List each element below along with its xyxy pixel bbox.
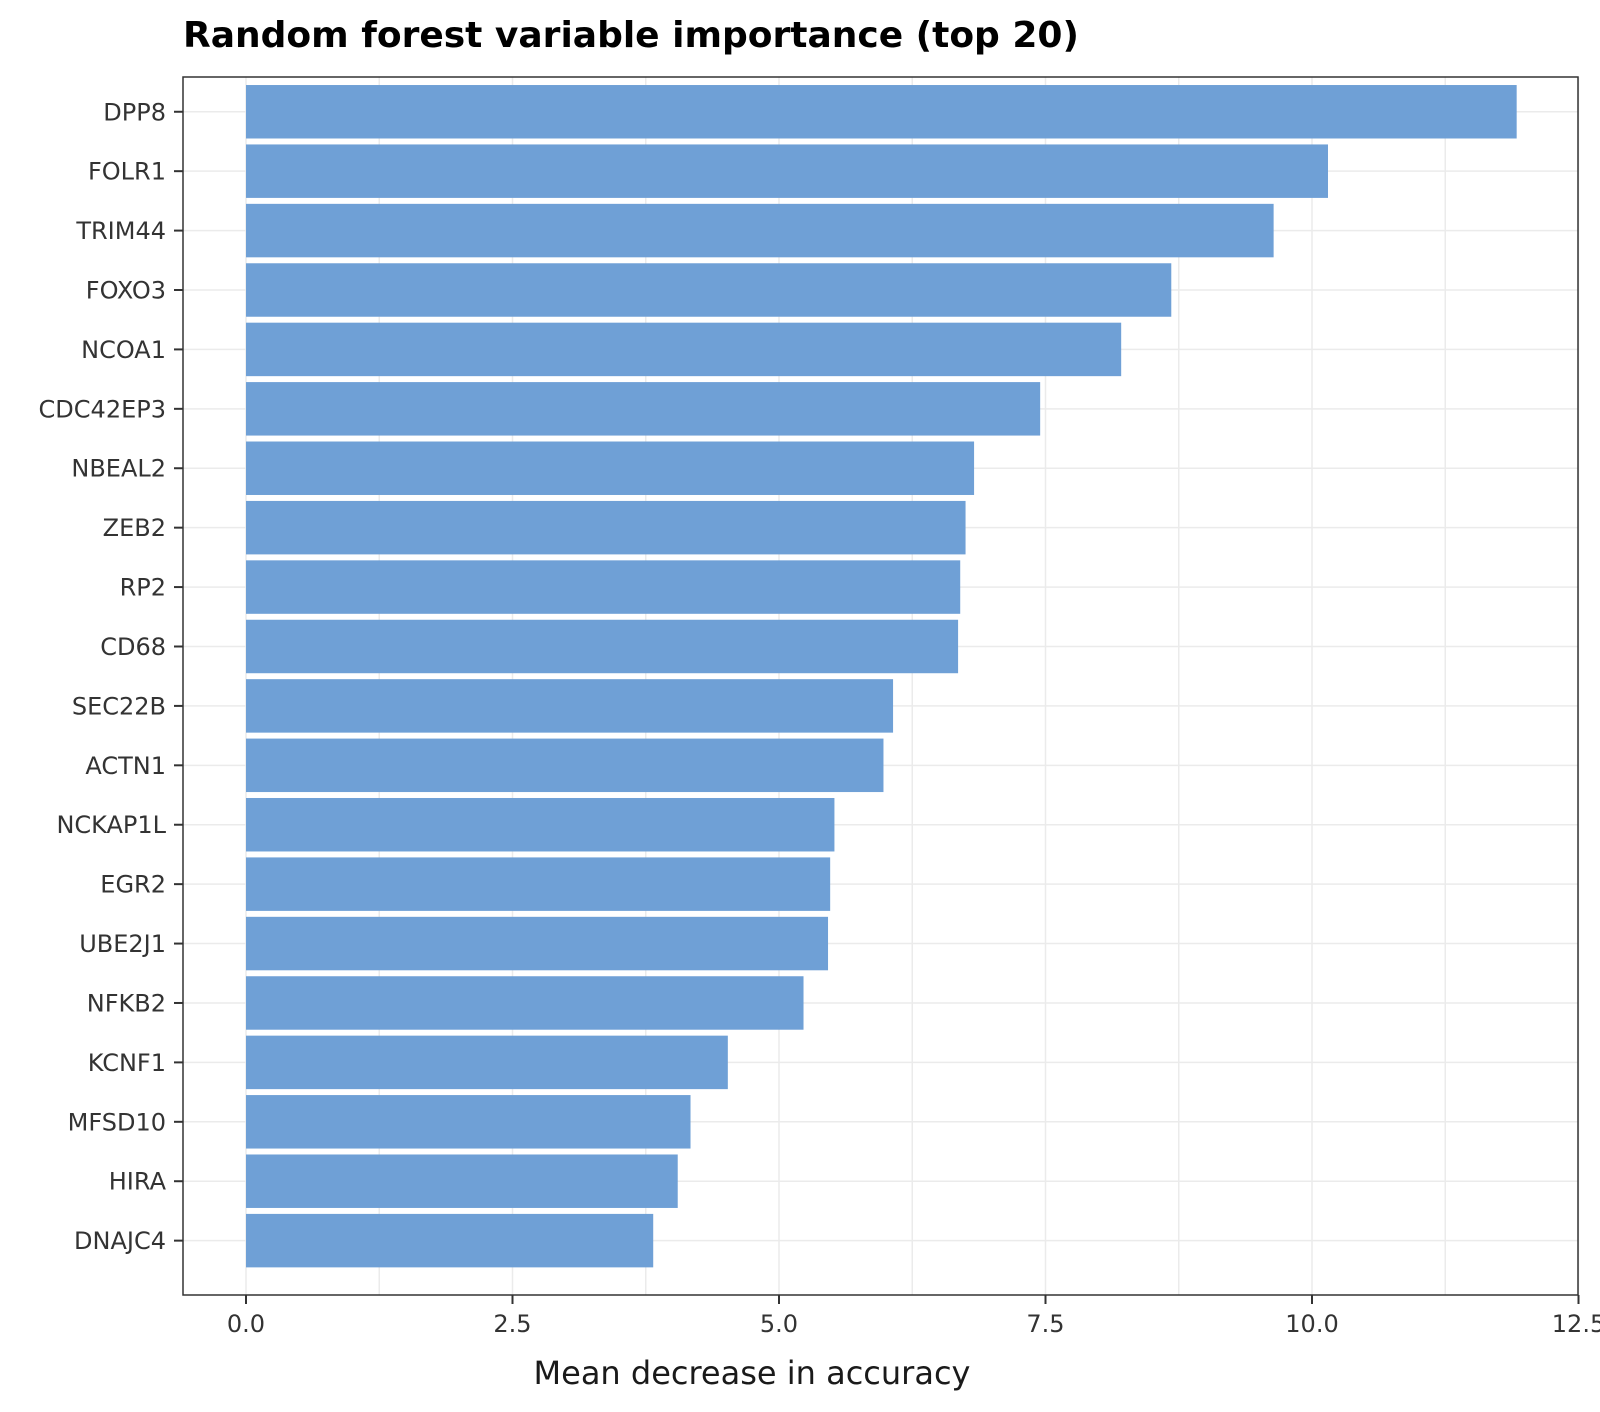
bar-mfsd10 xyxy=(246,1095,691,1149)
y-tick-label: DNAJC4 xyxy=(74,1227,166,1255)
chart-title: Random forest variable importance (top 2… xyxy=(183,15,1079,56)
plot-frame xyxy=(182,76,1579,1296)
bar-zeb2 xyxy=(246,500,966,555)
y-tick-label: RP2 xyxy=(120,574,166,602)
y-tick-label: UBE2J1 xyxy=(79,930,166,958)
x-tick-label: 10.0 xyxy=(1285,1310,1338,1338)
bar-dpp8 xyxy=(246,85,1517,139)
y-tick-label: FOXO3 xyxy=(86,277,166,305)
bar-trim44 xyxy=(246,203,1274,258)
bar-sec22b xyxy=(246,679,894,733)
bar-kcnf1 xyxy=(246,1035,728,1090)
y-tick-label: CD68 xyxy=(100,633,166,661)
y-tick-label: NCOA1 xyxy=(81,336,166,364)
bars xyxy=(246,85,1517,1268)
bar-ube2j1 xyxy=(246,916,829,971)
y-tick-label: ACTN1 xyxy=(85,752,166,780)
y-tick-label: TRIM44 xyxy=(75,217,166,245)
bar-hira xyxy=(246,1154,678,1208)
bar-egr2 xyxy=(246,857,831,911)
bar-nbeal2 xyxy=(246,441,975,495)
x-tick-label: 2.5 xyxy=(493,1310,531,1338)
bar-cd68 xyxy=(246,619,959,674)
x-axis-title: Mean decrease in accuracy xyxy=(534,1354,971,1392)
x-axis: 0.0 2.5 5.0 7.5 10.0 12.5 xyxy=(227,1295,1600,1338)
x-tick-label: 7.5 xyxy=(1026,1310,1064,1338)
y-tick-label: NBEAL2 xyxy=(71,455,166,483)
bar-nckap1l xyxy=(246,797,835,852)
y-tick-label: HIRA xyxy=(109,1168,167,1196)
bar-folr1 xyxy=(246,144,1328,198)
y-tick-label: EGR2 xyxy=(100,871,166,899)
x-tick-label: 0.0 xyxy=(227,1310,265,1338)
bar-cdc42ep3 xyxy=(246,382,1041,436)
y-tick-label: KCNF1 xyxy=(88,1049,166,1077)
y-tick-label: CDC42EP3 xyxy=(39,395,166,423)
x-tick-label: 12.5 xyxy=(1552,1310,1600,1338)
bar-nfkb2 xyxy=(246,976,804,1030)
y-tick-label: ZEB2 xyxy=(103,514,166,542)
y-tick-label: NCKAP1L xyxy=(56,811,166,839)
bar-rp2 xyxy=(246,560,961,614)
y-tick-label: FOLR1 xyxy=(88,158,166,186)
x-tick-label: 5.0 xyxy=(760,1310,798,1338)
y-axis: DPP8 FOLR1 TRIM44 FOXO3 NCOA1 CDC42EP3 NBEAL2 Z… xyxy=(39,98,183,1255)
y-tick-label: DPP8 xyxy=(103,98,166,126)
y-tick-label: MFSD10 xyxy=(68,1108,166,1136)
bar-foxo3 xyxy=(246,263,1172,317)
y-tick-label: NFKB2 xyxy=(87,989,166,1017)
bar-actn1 xyxy=(246,738,884,793)
bar-ncoa1 xyxy=(246,322,1122,377)
y-tick-label: SEC22B xyxy=(72,692,166,720)
bar-dnajc4 xyxy=(246,1213,654,1268)
